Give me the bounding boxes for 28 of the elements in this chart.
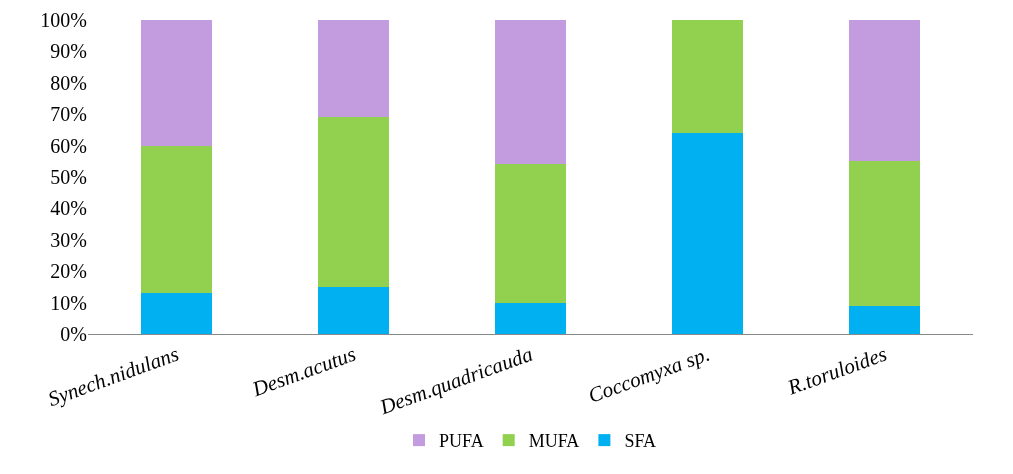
bar — [141, 293, 212, 334]
y-tick-label: 70% — [50, 103, 87, 126]
y-tick-label: 60% — [50, 134, 87, 157]
bar — [672, 20, 743, 134]
y-tick-label: 90% — [50, 40, 87, 63]
bar — [318, 117, 389, 287]
y-tick-label: 50% — [50, 166, 87, 188]
legend-label: MUFA — [528, 431, 580, 452]
bar — [495, 302, 566, 334]
y-tick-label: 40% — [50, 197, 87, 220]
bar — [318, 286, 389, 334]
legend-label: SFA — [624, 431, 657, 452]
bar — [849, 161, 920, 306]
bar — [849, 305, 920, 334]
bar — [495, 164, 566, 303]
bar — [672, 133, 743, 334]
bar — [141, 145, 212, 294]
bar — [141, 20, 212, 146]
bar — [849, 20, 920, 162]
y-tick-label: 0% — [60, 323, 87, 345]
y-tick-label: 10% — [50, 291, 87, 314]
bar — [495, 20, 566, 165]
legend-label: PUFA — [439, 431, 484, 452]
y-tick-label: 100% — [40, 9, 87, 31]
y-tick-label: 30% — [50, 228, 87, 251]
y-tick-label: 20% — [50, 260, 87, 283]
bar — [318, 20, 389, 118]
y-tick-label: 80% — [50, 71, 87, 94]
